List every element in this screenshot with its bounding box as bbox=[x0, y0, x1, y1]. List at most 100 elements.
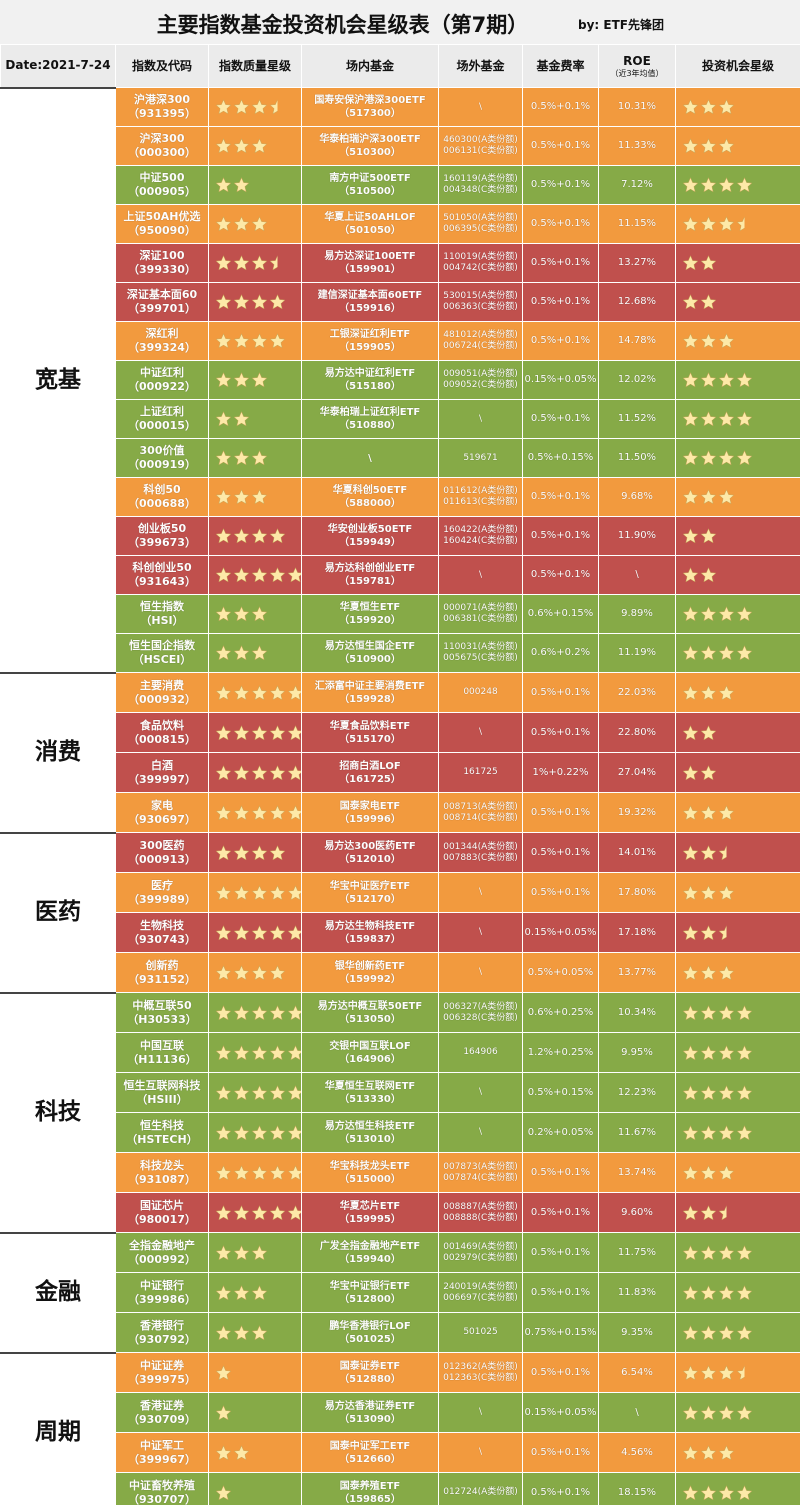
star-icon bbox=[718, 138, 735, 154]
star-icon bbox=[269, 333, 286, 349]
star-icon bbox=[251, 255, 268, 271]
etf-fund: 工银深证红利ETF （159905） bbox=[301, 321, 439, 361]
otc-fund-code: \ bbox=[478, 887, 483, 897]
otc-fund: 501025 bbox=[438, 1312, 523, 1353]
otc-fund: 001344(A类份额) 007883(C类份额) bbox=[438, 832, 523, 873]
index-name-code: 食品饮料 （000815） bbox=[115, 712, 209, 753]
quality-stars bbox=[208, 792, 302, 833]
roe-value: 9.95% bbox=[598, 1032, 676, 1073]
table-row: 创新药 （931152） 银华创新药ETF （159992） \ 0.5%+0.05% 13… bbox=[1, 952, 800, 993]
etf-fund: 南方中证500ETF （510500） bbox=[301, 165, 439, 205]
star-icon bbox=[736, 1124, 753, 1140]
star-icon bbox=[233, 567, 250, 583]
etf-code: （510900） bbox=[339, 654, 401, 665]
quality-stars bbox=[208, 672, 302, 713]
fund-fee: 0.5%+0.1% bbox=[522, 1272, 599, 1313]
index-name: 恒生国企指数 bbox=[129, 639, 195, 652]
star-icon bbox=[215, 1204, 232, 1220]
fund-fee: 0.6%+0.25% bbox=[522, 992, 599, 1033]
index-code: （930792） bbox=[128, 1332, 196, 1346]
etf-fund: 华夏上证50AHLOF （501050） bbox=[301, 204, 439, 244]
index-name-code: 恒生指数 （HSI） bbox=[115, 594, 209, 634]
index-code: （HSI） bbox=[140, 614, 184, 627]
etf-fund: 华夏科创50ETF （588000） bbox=[301, 477, 439, 517]
category-label: 宽基 bbox=[0, 86, 116, 674]
quality-stars bbox=[208, 1072, 302, 1113]
etf-code: （159865） bbox=[339, 1493, 401, 1505]
index-name: 深证基本面60 bbox=[126, 288, 198, 301]
index-name-code: 中证畜牧养殖 （930707） bbox=[115, 1472, 209, 1505]
star-icon bbox=[736, 606, 753, 622]
star-icon bbox=[233, 764, 250, 780]
star-icon bbox=[251, 294, 268, 310]
star-icon bbox=[269, 1004, 286, 1020]
star-icon bbox=[233, 1044, 250, 1060]
star-icon bbox=[718, 645, 735, 661]
star-icon bbox=[700, 1164, 717, 1180]
star-icon bbox=[269, 724, 286, 740]
etf-fund: \ bbox=[301, 438, 439, 478]
star-icon bbox=[233, 294, 250, 310]
star-icon bbox=[700, 684, 717, 700]
index-code: （H11136） bbox=[127, 1052, 197, 1066]
star-icon bbox=[251, 1204, 268, 1220]
star-icon bbox=[718, 1404, 735, 1420]
etf-name: 易方达300医药ETF bbox=[324, 840, 416, 852]
index-name: 中国互联 bbox=[140, 1038, 184, 1052]
opportunity-stars bbox=[675, 165, 800, 205]
star-icon bbox=[233, 1004, 250, 1020]
index-name-code: 中国互联 （H11136） bbox=[115, 1032, 209, 1073]
star-icon bbox=[700, 606, 717, 622]
otc-fund-code: 012724(A类份额) bbox=[443, 1487, 518, 1497]
table-row: 恒生互联网科技 （HSIII） 华夏恒生互联网ETF （513330） \ 0.5%+0.… bbox=[1, 1072, 800, 1113]
star-icon bbox=[287, 1164, 301, 1180]
index-name-code: 300医药 （000913） bbox=[115, 832, 209, 873]
roe-value: 10.34% bbox=[598, 992, 676, 1033]
star-icon bbox=[700, 294, 717, 310]
opportunity-stars bbox=[675, 1232, 800, 1273]
otc-fund: 008713(A类份额) 008714(C类份额) bbox=[438, 792, 523, 833]
star-icon bbox=[700, 1484, 717, 1500]
star-icon bbox=[215, 1164, 232, 1180]
star-icon bbox=[700, 1204, 717, 1220]
index-code: （000992） bbox=[128, 1252, 196, 1266]
index-name: 上证50AH优选 bbox=[123, 210, 201, 223]
half-star-icon bbox=[718, 1204, 727, 1220]
etf-name: 鹏华香港银行LOF bbox=[329, 1320, 411, 1332]
star-icon bbox=[718, 99, 735, 115]
otc-fund: \ bbox=[438, 872, 523, 913]
etf-code: （164906） bbox=[339, 1053, 401, 1065]
etf-name: 易方达深证100ETF bbox=[324, 251, 416, 262]
index-code: （HSTECH） bbox=[126, 1132, 198, 1146]
otc-fund: \ bbox=[438, 87, 523, 127]
star-icon bbox=[269, 1204, 286, 1220]
roe-value: 4.56% bbox=[598, 1432, 676, 1473]
star-icon bbox=[269, 1164, 286, 1180]
otc-fund: \ bbox=[438, 1072, 523, 1113]
etf-name: 易方达香港证券ETF bbox=[324, 1400, 416, 1412]
fund-fee: 0.15%+0.05% bbox=[522, 1392, 599, 1433]
opportunity-stars bbox=[675, 594, 800, 634]
etf-fund: 国泰证券ETF （512880） bbox=[301, 1352, 439, 1393]
index-name: 中证500 bbox=[139, 171, 185, 184]
index-name-code: 300价值 （000919） bbox=[115, 438, 209, 478]
opportunity-stars bbox=[675, 321, 800, 361]
index-name: 300价值 bbox=[139, 444, 185, 457]
roe-value: 11.83% bbox=[598, 1272, 676, 1313]
otc-fund-code: \ bbox=[478, 727, 483, 737]
star-icon bbox=[233, 1444, 250, 1460]
star-icon bbox=[736, 1004, 753, 1020]
etf-code: （159995） bbox=[339, 1213, 401, 1225]
etf-code: （510500） bbox=[339, 186, 401, 197]
etf-code: （161725） bbox=[339, 773, 401, 785]
etf-code: （510300） bbox=[339, 147, 401, 158]
index-code: （HSIII） bbox=[136, 1092, 188, 1106]
quality-stars bbox=[208, 832, 302, 873]
star-icon bbox=[700, 1004, 717, 1020]
otc-fund-code: 012363(C类份额) bbox=[443, 1372, 518, 1383]
star-icon bbox=[682, 1404, 699, 1420]
star-icon bbox=[700, 1404, 717, 1420]
index-code: （399997） bbox=[128, 772, 196, 786]
otc-fund-code: 530015(A类份额) bbox=[443, 291, 518, 301]
index-name-code: 中证银行 （399986） bbox=[115, 1272, 209, 1313]
